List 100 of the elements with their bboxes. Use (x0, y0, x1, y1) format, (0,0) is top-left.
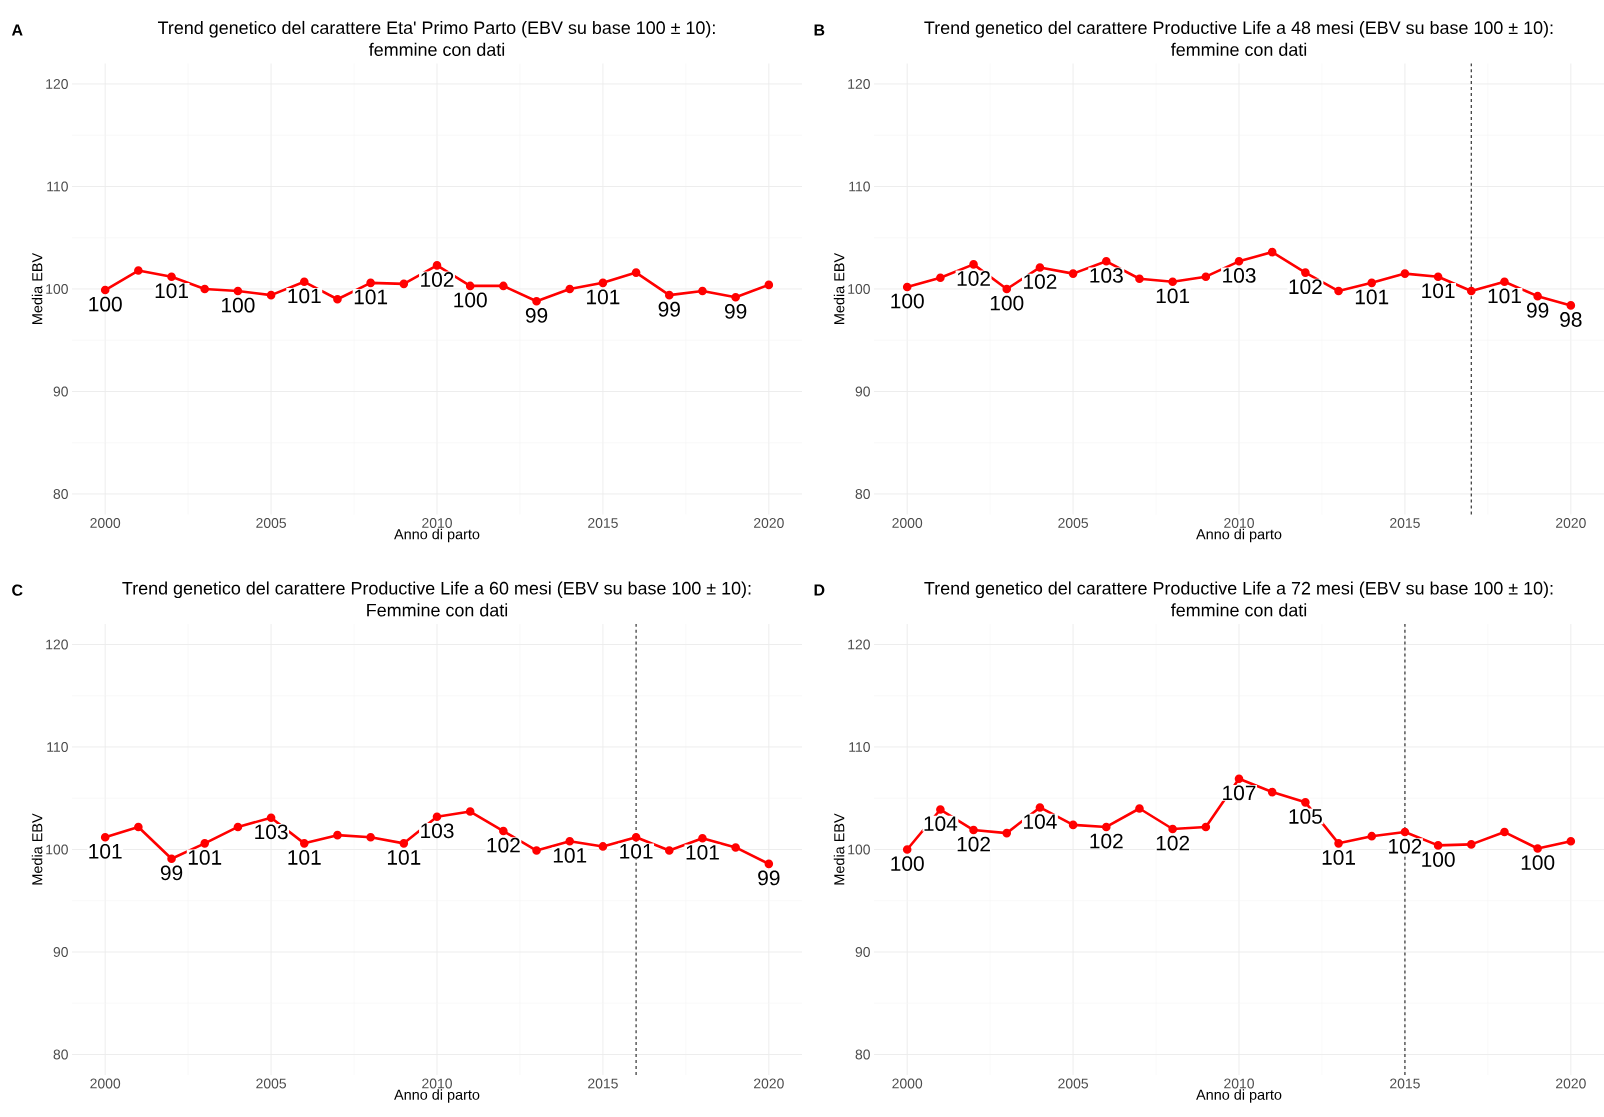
x-tick-label: 2000 (892, 1078, 923, 1089)
point (432, 261, 442, 270)
data-label: 102 (421, 272, 454, 287)
x-axis-title: Anno di parto (394, 528, 480, 543)
point (664, 846, 674, 855)
x-tick-label: 2020 (754, 1078, 784, 1089)
data-label: 99 (658, 301, 680, 317)
data-label: 101 (288, 288, 321, 304)
data-label: 105 (1289, 809, 1322, 824)
data-label: 103 (255, 824, 288, 840)
data-label: 102 (1156, 835, 1190, 851)
data-label: 100 (222, 297, 255, 313)
x-axis-title: Anno di parto (1196, 528, 1282, 543)
point (1433, 272, 1443, 281)
point (902, 282, 912, 292)
y-tick-label: 100 (848, 284, 870, 294)
point (969, 260, 978, 269)
x-tick-label: 2020 (754, 518, 784, 528)
point (764, 280, 774, 290)
data-label: 101 (1355, 289, 1389, 305)
point (731, 843, 740, 852)
point (200, 839, 210, 848)
x-tick-label: 2015 (588, 518, 618, 528)
point (532, 846, 541, 855)
data-label: 99 (160, 865, 183, 881)
point (167, 854, 176, 864)
data-label: 101 (620, 843, 653, 859)
text: D (814, 584, 825, 596)
point (1267, 247, 1277, 257)
point (399, 279, 409, 289)
x-tick-label: 2020 (1556, 1078, 1586, 1089)
point (598, 278, 608, 288)
x-tick-label: 2015 (1390, 518, 1420, 528)
point (1301, 798, 1310, 807)
point (532, 296, 541, 306)
data-label: 102 (1289, 279, 1322, 295)
data-label: 103 (1090, 268, 1123, 283)
y-tick-label: 120 (46, 79, 68, 89)
x-tick-label: 2010 (1224, 518, 1254, 528)
y-tick-label: 100 (46, 284, 68, 294)
chart-title: Trend genetico del carattere Productive Life a 48 mesi (EBV su base 100 ± 10): (924, 20, 1553, 38)
point (1334, 286, 1343, 296)
chart-title: Trend genetico del carattere Productive Life a 72 mesi (EBV su base 100 ± 10): (924, 581, 1553, 599)
x-tick-label: 2015 (1390, 1078, 1420, 1089)
point (200, 284, 210, 294)
x-tick-label: 2020 (1556, 518, 1586, 528)
point (465, 281, 475, 291)
point (1201, 272, 1211, 281)
data-label: 100 (1422, 852, 1455, 867)
point (465, 807, 475, 816)
point (167, 272, 176, 281)
point (631, 268, 641, 277)
data-label: 101 (288, 850, 321, 865)
point (1168, 277, 1177, 287)
data-label: 101 (587, 289, 620, 305)
data-label: 104 (1024, 814, 1057, 829)
point (1035, 803, 1045, 812)
y-tick-label: 100 (848, 844, 870, 855)
y-tick-label: 90 (855, 947, 870, 957)
x-tick-label: 2010 (1224, 1078, 1254, 1089)
point (499, 826, 508, 836)
data-label: 102 (957, 836, 990, 852)
data-label: 101 (387, 850, 421, 865)
x-tick-label: 2010 (422, 518, 452, 528)
y-tick-label: 110 (849, 181, 870, 192)
point (565, 837, 575, 846)
y-tick-label: 120 (46, 639, 68, 650)
point (1168, 824, 1177, 834)
y-tick-label: 80 (53, 489, 68, 499)
point (731, 292, 740, 302)
point (1466, 840, 1476, 849)
x-tick-label: 2005 (1058, 1078, 1089, 1089)
data-label: 101 (1422, 283, 1455, 299)
point (1500, 277, 1509, 287)
x-tick-label: 2005 (256, 518, 287, 528)
point (1367, 831, 1377, 841)
point (1533, 291, 1542, 301)
text: C (12, 584, 23, 596)
data-label: 100 (891, 293, 924, 309)
data-label: 101 (686, 844, 719, 860)
x-tick-label: 2000 (90, 518, 121, 528)
y-tick-label: 80 (855, 1049, 870, 1060)
point (1400, 269, 1410, 278)
point (233, 822, 243, 832)
point (1035, 263, 1045, 272)
point (134, 266, 143, 275)
point (565, 284, 575, 294)
point (664, 290, 674, 300)
data-label: 101 (553, 848, 587, 863)
x-axis-title: Anno di parto (1196, 1089, 1282, 1103)
data-label: 99 (525, 307, 548, 323)
y-tick-label: 110 (849, 742, 870, 752)
data-label: 99 (724, 303, 747, 319)
y-tick-label: 90 (53, 947, 68, 957)
data-label: 101 (354, 289, 388, 305)
y-tick-label: 90 (855, 386, 870, 397)
data-label: 102 (957, 271, 990, 286)
chart-subtitle: femmine con dati (1170, 42, 1307, 56)
y-axis-title: Media EBV (833, 813, 845, 885)
point (902, 845, 912, 854)
